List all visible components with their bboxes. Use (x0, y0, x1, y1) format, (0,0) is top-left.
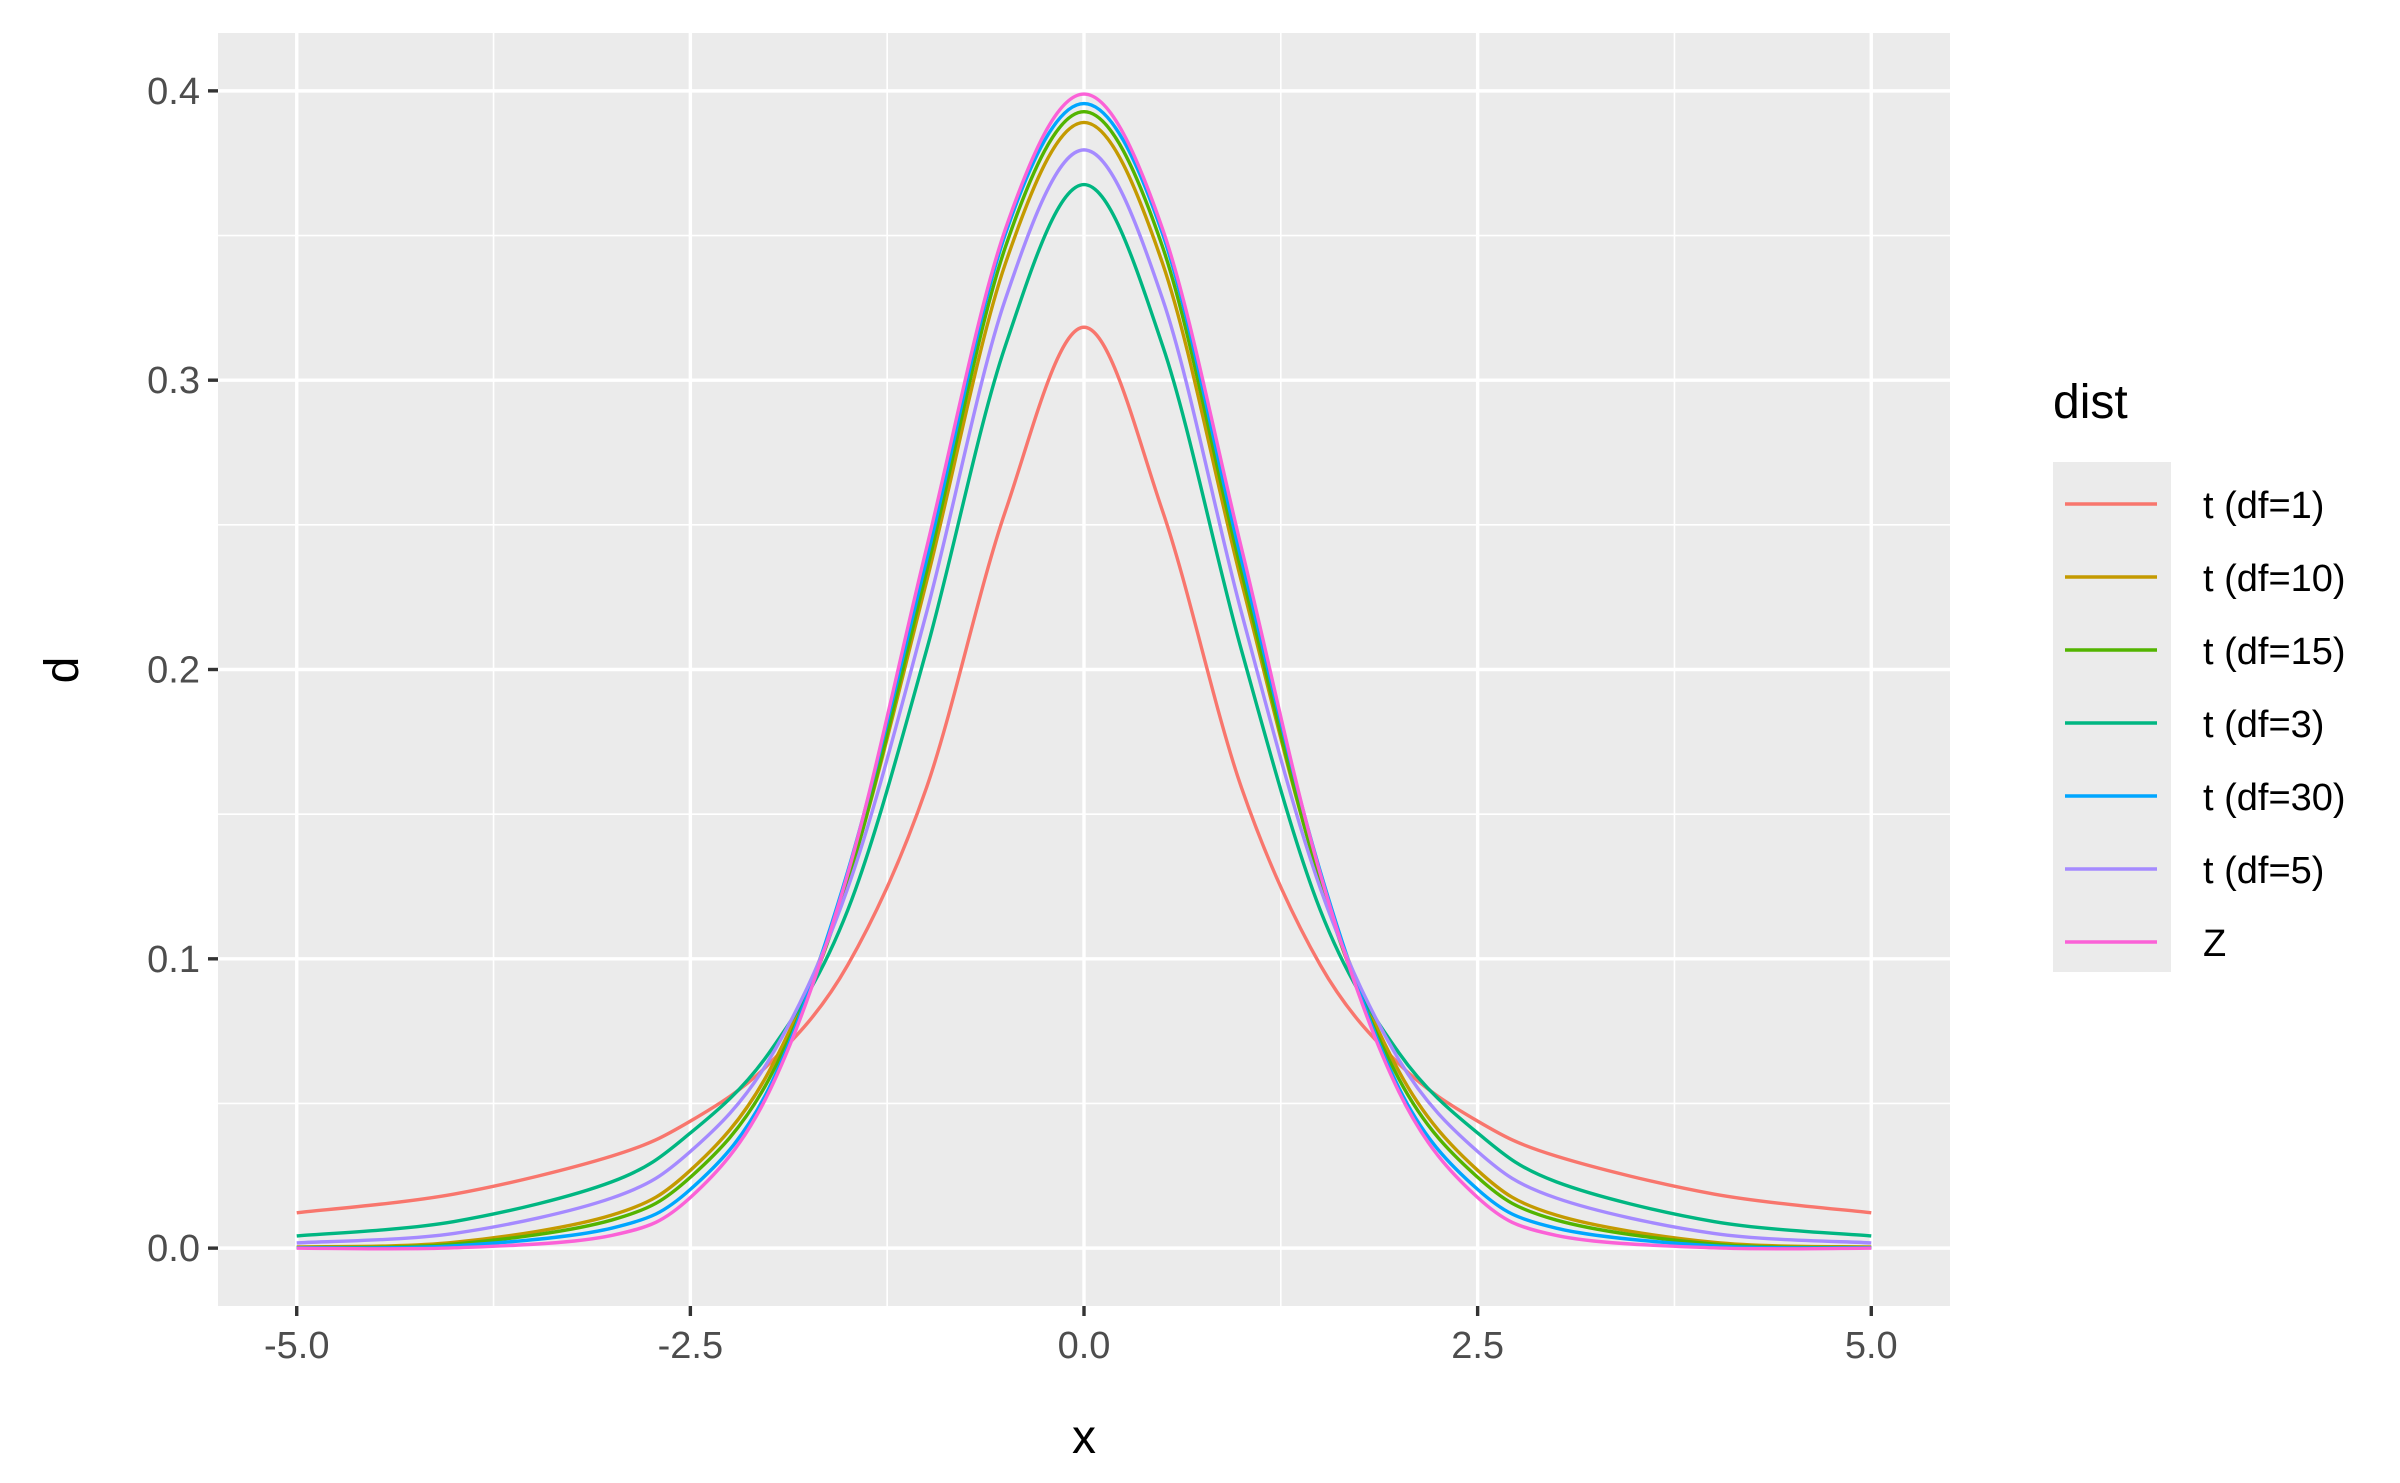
series-line-5 (296, 148, 1872, 1245)
legend-label-4: t (df=30) (2203, 777, 2346, 819)
legend-label-0: t (df=1) (2203, 485, 2324, 527)
y-tick-label: 0.1 (147, 939, 200, 981)
series-line-0 (296, 325, 1872, 1215)
legend-label-3: t (df=3) (2203, 704, 2324, 746)
y-axis-title: d (36, 657, 89, 684)
x-tick-label: 5.0 (1845, 1325, 1898, 1367)
y-tick-label: 0.3 (147, 360, 200, 402)
x-tick-label: -2.5 (658, 1325, 723, 1367)
series-line-4 (296, 101, 1872, 1250)
y-tick-label: 0.2 (147, 650, 200, 692)
y-axis: 0.0 0.1 0.2 0.3 0.4 (147, 71, 218, 1270)
x-tick-label: 2.5 (1451, 1325, 1504, 1367)
legend-key-background (2053, 462, 2171, 972)
y-tick-label: 0.0 (147, 1228, 200, 1270)
y-tick-label: 0.4 (147, 71, 200, 113)
legend-label-2: t (df=15) (2203, 631, 2346, 673)
legend-title: dist (2053, 376, 2128, 429)
series-line-2 (296, 109, 1872, 1250)
series-line-1 (296, 120, 1872, 1249)
series-line-3 (296, 182, 1872, 1238)
major-grid (218, 33, 1950, 1306)
x-tick-label: 0.0 (1058, 1325, 1111, 1367)
legend-label-5: t (df=5) (2203, 850, 2324, 892)
x-axis: -5.0 -2.5 0.0 2.5 5.0 (264, 1306, 1898, 1367)
x-tick-label: -5.0 (264, 1325, 329, 1367)
legend-label-6: Z (2203, 923, 2226, 965)
legend: dist t (df=1) t (df=10) t (df=15) t (df=3) t… (2053, 376, 2346, 972)
x-axis-title: x (1072, 1411, 1096, 1464)
series-line-6 (296, 92, 1872, 1251)
legend-label-1: t (df=10) (2203, 558, 2346, 600)
series-layer (296, 92, 1872, 1251)
